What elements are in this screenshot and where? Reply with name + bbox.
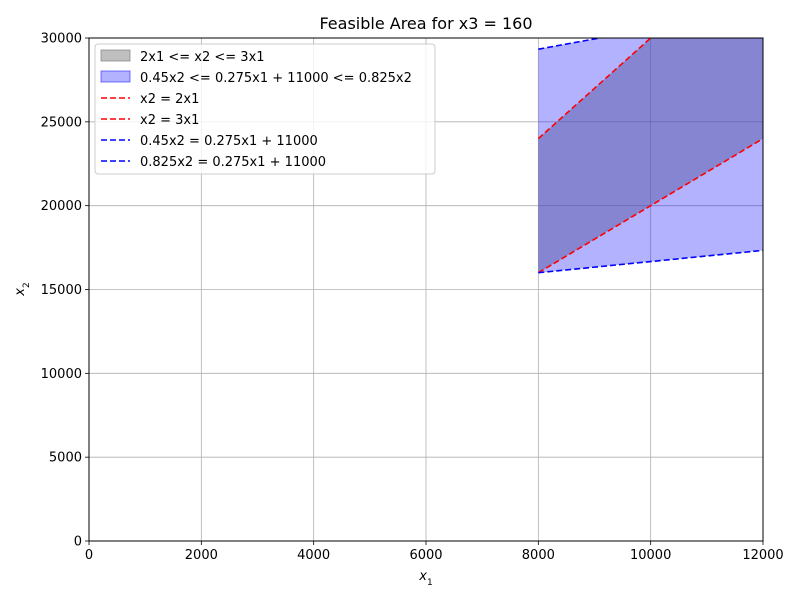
chart-title: Feasible Area for x3 = 160 xyxy=(319,14,532,33)
x-axis-label: x1 xyxy=(418,569,432,588)
x-tick-label: 4000 xyxy=(297,548,330,563)
legend: 2x1 <= x2 <= 3x1 0.45x2 <= 0.275x1 + 1100… xyxy=(94,43,436,175)
legend-label: x2 = 2x1 xyxy=(140,92,199,107)
y-axis-ticks: 0 5000 10000 15000 20000 25000 30000 xyxy=(41,32,89,550)
y-tick-label: 5000 xyxy=(49,451,82,466)
legend-label: x2 = 3x1 xyxy=(140,113,199,128)
legend-box xyxy=(94,43,436,175)
legend-label: 2x1 <= x2 <= 3x1 xyxy=(140,50,265,65)
constraint-line xyxy=(537,137,763,274)
x-tick-label: 2000 xyxy=(185,548,218,563)
y-tick-label: 20000 xyxy=(41,199,82,214)
legend-label: 0.825x2 = 0.275x1 + 11000 xyxy=(140,155,326,170)
constraint-lines xyxy=(537,38,763,274)
y-axis-label: x2 xyxy=(13,282,32,296)
y-tick-label: 30000 xyxy=(41,32,82,47)
y-tick-label: 25000 xyxy=(41,115,82,130)
y-tick-label: 0 xyxy=(74,535,82,550)
feasible-region xyxy=(538,38,763,273)
constraint-line xyxy=(538,249,763,274)
x-axis-ticks: 0 2000 4000 6000 8000 10000 12000 xyxy=(85,541,784,563)
legend-swatch xyxy=(100,70,131,83)
plot-area xyxy=(88,37,764,542)
y-tick-label: 15000 xyxy=(41,283,82,298)
legend-label: 0.45x2 = 0.275x1 + 11000 xyxy=(140,134,318,149)
x-tick-label: 6000 xyxy=(409,548,442,563)
legend-label: 0.45x2 <= 0.275x1 + 11000 <= 0.825x2 xyxy=(140,71,412,86)
x-tick-label: 8000 xyxy=(522,548,555,563)
constraint-line xyxy=(537,38,652,140)
constraint-line xyxy=(538,38,605,50)
feasible-regions xyxy=(538,38,763,273)
x-tick-label: 0 xyxy=(85,548,93,563)
feasible-region xyxy=(538,38,763,273)
x-tick-label: 10000 xyxy=(630,548,671,563)
y-tick-label: 10000 xyxy=(41,367,82,382)
x-tick-label: 12000 xyxy=(742,548,783,563)
legend-swatch xyxy=(100,49,131,62)
